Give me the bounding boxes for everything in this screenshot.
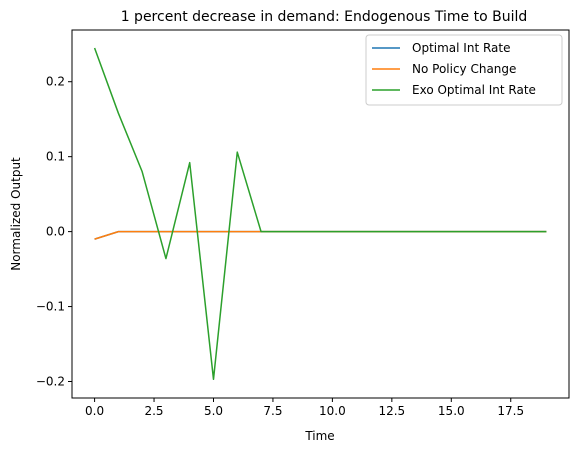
- chart-title: 1 percent decrease in demand: Endogenous…: [121, 9, 528, 25]
- x-tick-label: 12.5: [378, 404, 405, 418]
- x-tick-label: 0.0: [85, 404, 104, 418]
- x-tick-label: 10.0: [319, 404, 346, 418]
- x-tick-label: 2.5: [144, 404, 163, 418]
- legend: Optimal Int Rate No Policy Change Exo Opti…: [365, 34, 563, 106]
- y-axis-label: Normalized Output: [9, 157, 23, 271]
- y-tick-label: −0.2: [36, 375, 65, 389]
- x-axis-label: Time: [304, 429, 334, 443]
- legend-box: [365, 34, 563, 106]
- series-line-3: [93, 47, 547, 381]
- y-tick-label: −0.1: [36, 300, 65, 314]
- x-tick-label: 5.0: [204, 404, 223, 418]
- x-tick-label: 15.0: [438, 404, 465, 418]
- legend-label: Optimal Int Rate: [412, 41, 510, 55]
- series-line-1: [94, 230, 547, 240]
- y-axis: −0.2 −0.1 0.0 0.1 0.2: [36, 75, 72, 389]
- x-tick-label: 7.5: [263, 404, 282, 418]
- x-tick-label: 17.5: [497, 404, 524, 418]
- series-line-2: [94, 230, 547, 240]
- legend-label: Exo Optimal Int Rate: [412, 83, 536, 97]
- series-lines: [93, 47, 547, 381]
- y-tick-label: 0.0: [46, 225, 65, 239]
- legend-label: No Policy Change: [412, 62, 516, 76]
- x-axis: 0.0 2.5 5.0 7.5 10.0 12.5 15.0 17.5: [85, 398, 524, 418]
- plot-frame: [71, 29, 570, 399]
- y-tick-label: 0.1: [46, 150, 65, 164]
- y-tick-label: 0.2: [46, 75, 65, 89]
